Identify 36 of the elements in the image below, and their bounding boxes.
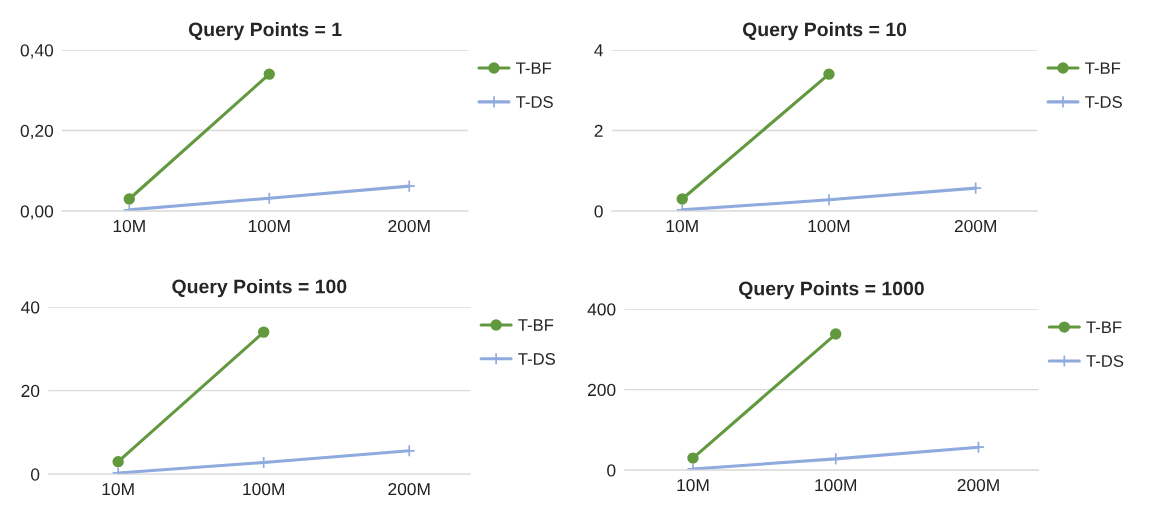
chart-title: Query Points = 1 (188, 22, 342, 41)
y-tick-label: 0,40 (20, 44, 54, 59)
y-tick-label: 200 (588, 383, 616, 397)
legend-label: T-DS (1086, 355, 1124, 367)
y-tick-label: 400 (587, 303, 616, 316)
y-tick-label: 0 (594, 205, 603, 218)
x-tick-label: 100M (808, 219, 850, 233)
legend-label: T-DS (516, 96, 553, 108)
x-tick-label: 200M (388, 219, 430, 233)
y-tick-label: 2 (594, 124, 603, 137)
y-tick-label: 0 (607, 464, 616, 477)
x-tick-label: 10M (677, 478, 709, 492)
y-tick-label: 0,00 (20, 205, 54, 220)
legend-label: T-BF (516, 62, 552, 74)
legend-label: T-BF (1085, 62, 1121, 74)
legend-label: T-DS (1085, 96, 1122, 108)
x-tick-label: 10M (666, 219, 698, 233)
legend-label: T-BF (1086, 321, 1122, 333)
x-tick-label: 10M (102, 482, 134, 496)
y-tick-label: 0,20 (20, 124, 54, 140)
legend-label: T-BF (518, 319, 554, 331)
y-tick-label: 20 (21, 384, 40, 398)
y-tick-label: 40 (21, 301, 40, 314)
x-tick-label: 100M (243, 482, 284, 496)
legend-label: T-DS (518, 353, 555, 365)
x-tick-label: 200M (388, 482, 430, 496)
y-tick-label: 0 (30, 468, 40, 481)
y-tick-label: 4 (594, 44, 603, 57)
chart-title: Query Points = 10 (742, 22, 907, 41)
chart-title: Query Points = 100 (172, 279, 347, 298)
x-tick-label: 100M (815, 478, 857, 492)
x-tick-label: 100M (248, 219, 290, 233)
x-tick-label: 200M (957, 478, 999, 492)
x-tick-label: 10M (113, 219, 145, 233)
chart-title: Query Points = 1000 (739, 281, 924, 300)
x-tick-label: 200M (954, 219, 996, 233)
